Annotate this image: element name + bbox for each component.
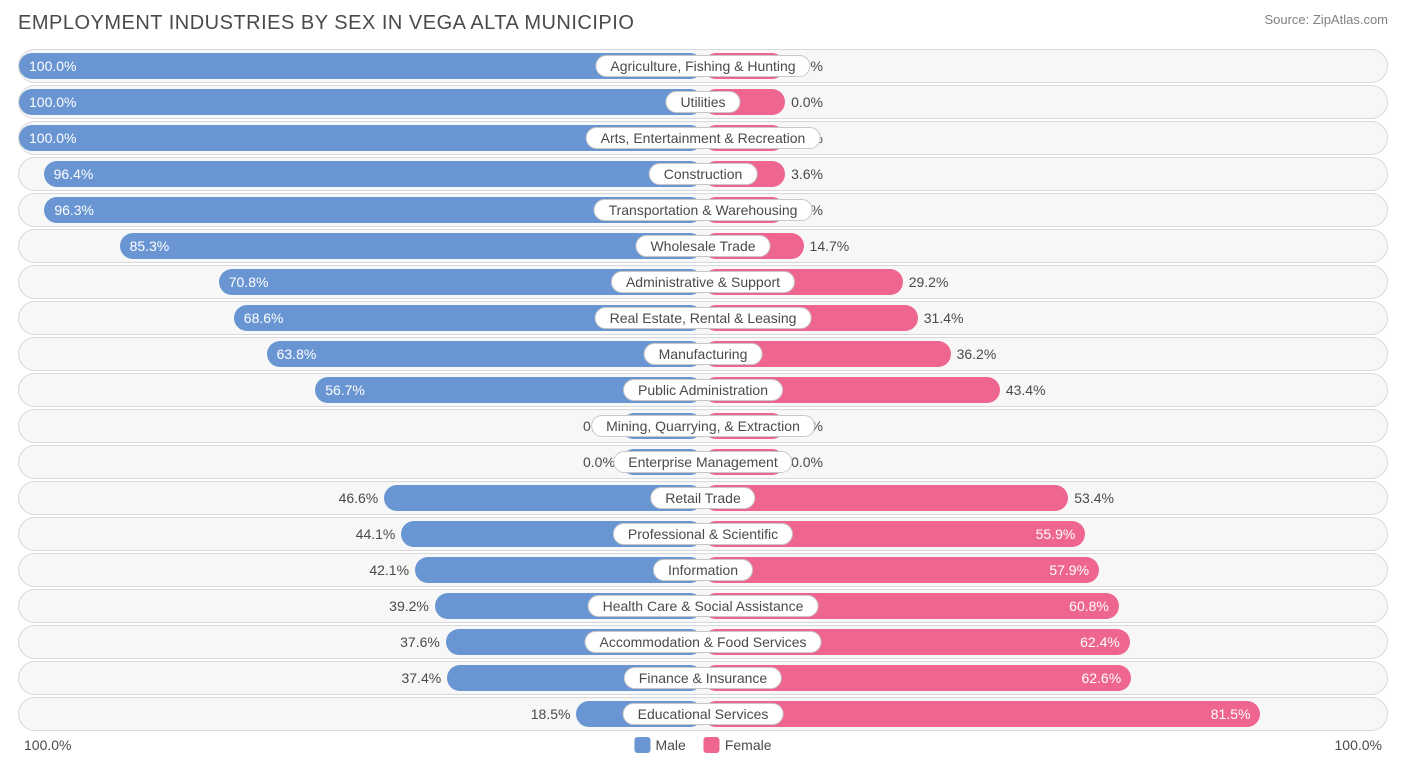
male-value-label: 42.1% xyxy=(369,562,409,578)
male-value-label: 96.4% xyxy=(54,166,94,182)
male-value-label: 100.0% xyxy=(29,130,76,146)
chart-row: 0.0% 0.0%Enterprise Management xyxy=(18,445,1388,479)
female-value-label: 53.4% xyxy=(1074,490,1114,506)
chart-row: 18.5% 81.5% Educational Services xyxy=(18,697,1388,731)
category-pill: Transportation & Warehousing xyxy=(594,199,813,221)
category-pill: Finance & Insurance xyxy=(624,667,782,689)
category-pill: Arts, Entertainment & Recreation xyxy=(586,127,821,149)
male-value-label: 63.8% xyxy=(277,346,317,362)
male-value-label: 100.0% xyxy=(29,58,76,74)
legend-swatch-male xyxy=(634,737,650,753)
male-value-label: 100.0% xyxy=(29,94,76,110)
female-value-label: 62.6% xyxy=(1081,670,1121,686)
chart-row: 85.3% 14.7% Wholesale Trade xyxy=(18,229,1388,263)
chart-row: 100.0%0.0%Arts, Entertainment & Recreati… xyxy=(18,121,1388,155)
chart-title: EMPLOYMENT INDUSTRIES BY SEX IN VEGA ALT… xyxy=(18,12,634,35)
chart-row: 100.0%0.0%Agriculture, Fishing & Hunting xyxy=(18,49,1388,83)
chart-row: 0.0%0.0%Mining, Quarrying, & Extraction xyxy=(18,409,1388,443)
male-value-label: 39.2% xyxy=(389,598,429,614)
female-bar: 57.9% xyxy=(703,557,1099,583)
female-value-label: 81.5% xyxy=(1211,706,1251,722)
chart-row: 63.8% 36.2% Manufacturing xyxy=(18,337,1388,371)
male-value-label: 85.3% xyxy=(130,238,170,254)
male-value-label: 37.4% xyxy=(401,670,441,686)
axis-left-max: 100.0% xyxy=(24,737,71,753)
category-pill: Educational Services xyxy=(623,703,784,725)
category-pill: Enterprise Management xyxy=(613,451,792,473)
chart-row: 44.1% 55.9% Professional & Scientific xyxy=(18,517,1388,551)
female-bar: 53.4% xyxy=(703,485,1068,511)
chart-header: EMPLOYMENT INDUSTRIES BY SEX IN VEGA ALT… xyxy=(18,12,1388,35)
legend: Male Female xyxy=(634,737,771,753)
female-value-label: 14.7% xyxy=(810,238,850,254)
female-value-label: 60.8% xyxy=(1069,598,1109,614)
male-value-label: 70.8% xyxy=(229,274,269,290)
legend-item-female: Female xyxy=(704,737,772,753)
category-pill: Accommodation & Food Services xyxy=(585,631,822,653)
axis-right-max: 100.0% xyxy=(1335,737,1382,753)
legend-label-male: Male xyxy=(655,737,685,753)
category-pill: Retail Trade xyxy=(650,487,755,509)
female-bar: 81.5% xyxy=(703,701,1260,727)
male-value-label: 37.6% xyxy=(400,634,440,650)
category-pill: Public Administration xyxy=(623,379,783,401)
category-pill: Manufacturing xyxy=(644,343,763,365)
female-value-label: 55.9% xyxy=(1036,526,1076,542)
category-pill: Information xyxy=(653,559,753,581)
category-pill: Agriculture, Fishing & Hunting xyxy=(595,55,810,77)
female-value-label: 43.4% xyxy=(1006,382,1046,398)
category-pill: Real Estate, Rental & Leasing xyxy=(595,307,812,329)
female-value-label: 29.2% xyxy=(909,274,949,290)
male-bar: 96.4% xyxy=(44,161,703,187)
male-value-label: 46.6% xyxy=(339,490,379,506)
female-value-label: 62.4% xyxy=(1080,634,1120,650)
chart-row: 39.2% 60.8% Health Care & Social Assistanc… xyxy=(18,589,1388,623)
category-pill: Health Care & Social Assistance xyxy=(588,595,819,617)
chart-row: 37.6% 62.4% Accommodation & Food Services xyxy=(18,625,1388,659)
chart-source: Source: ZipAtlas.com xyxy=(1264,12,1388,27)
chart-row: 37.4% 62.6% Finance & Insurance xyxy=(18,661,1388,695)
category-pill: Construction xyxy=(649,163,758,185)
chart-row: 42.1% 57.9% Information xyxy=(18,553,1388,587)
category-pill: Mining, Quarrying, & Extraction xyxy=(591,415,815,437)
male-value-label: 96.3% xyxy=(54,202,94,218)
diverging-bar-chart: 100.0%0.0%Agriculture, Fishing & Hunting… xyxy=(18,49,1388,731)
male-value-label: 0.0% xyxy=(583,454,615,470)
male-value-label: 56.7% xyxy=(325,382,365,398)
male-value-label: 44.1% xyxy=(356,526,396,542)
chart-row: 46.6%53.4%Retail Trade xyxy=(18,481,1388,515)
category-pill: Wholesale Trade xyxy=(635,235,770,257)
male-bar: 63.8% xyxy=(267,341,703,367)
male-bar: 85.3% xyxy=(120,233,703,259)
legend-item-male: Male xyxy=(634,737,685,753)
category-pill: Utilities xyxy=(665,91,740,113)
chart-row: 68.6% 31.4% Real Estate, Rental & Leasing xyxy=(18,301,1388,335)
chart-row: 96.3%3.7%Transportation & Warehousing xyxy=(18,193,1388,227)
chart-row: 100.0% 0.0% Utilities xyxy=(18,85,1388,119)
category-pill: Administrative & Support xyxy=(611,271,795,293)
chart-row: 96.4% 3.6% Construction xyxy=(18,157,1388,191)
male-bar: 100.0% xyxy=(19,89,703,115)
legend-label-female: Female xyxy=(725,737,772,753)
female-value-label: 36.2% xyxy=(957,346,997,362)
female-value-label: 3.6% xyxy=(791,166,823,182)
chart-row: 70.8% 29.2% Administrative & Support xyxy=(18,265,1388,299)
male-value-label: 68.6% xyxy=(244,310,284,326)
female-value-label: 31.4% xyxy=(924,310,964,326)
female-value-label: 57.9% xyxy=(1049,562,1089,578)
male-value-label: 18.5% xyxy=(531,706,571,722)
chart-footer: 100.0% Male Female 100.0% xyxy=(18,735,1388,759)
category-pill: Professional & Scientific xyxy=(613,523,793,545)
female-value-label: 0.0% xyxy=(791,454,823,470)
female-value-label: 0.0% xyxy=(791,94,823,110)
legend-swatch-female xyxy=(704,737,720,753)
chart-row: 56.7% 43.4% Public Administration xyxy=(18,373,1388,407)
